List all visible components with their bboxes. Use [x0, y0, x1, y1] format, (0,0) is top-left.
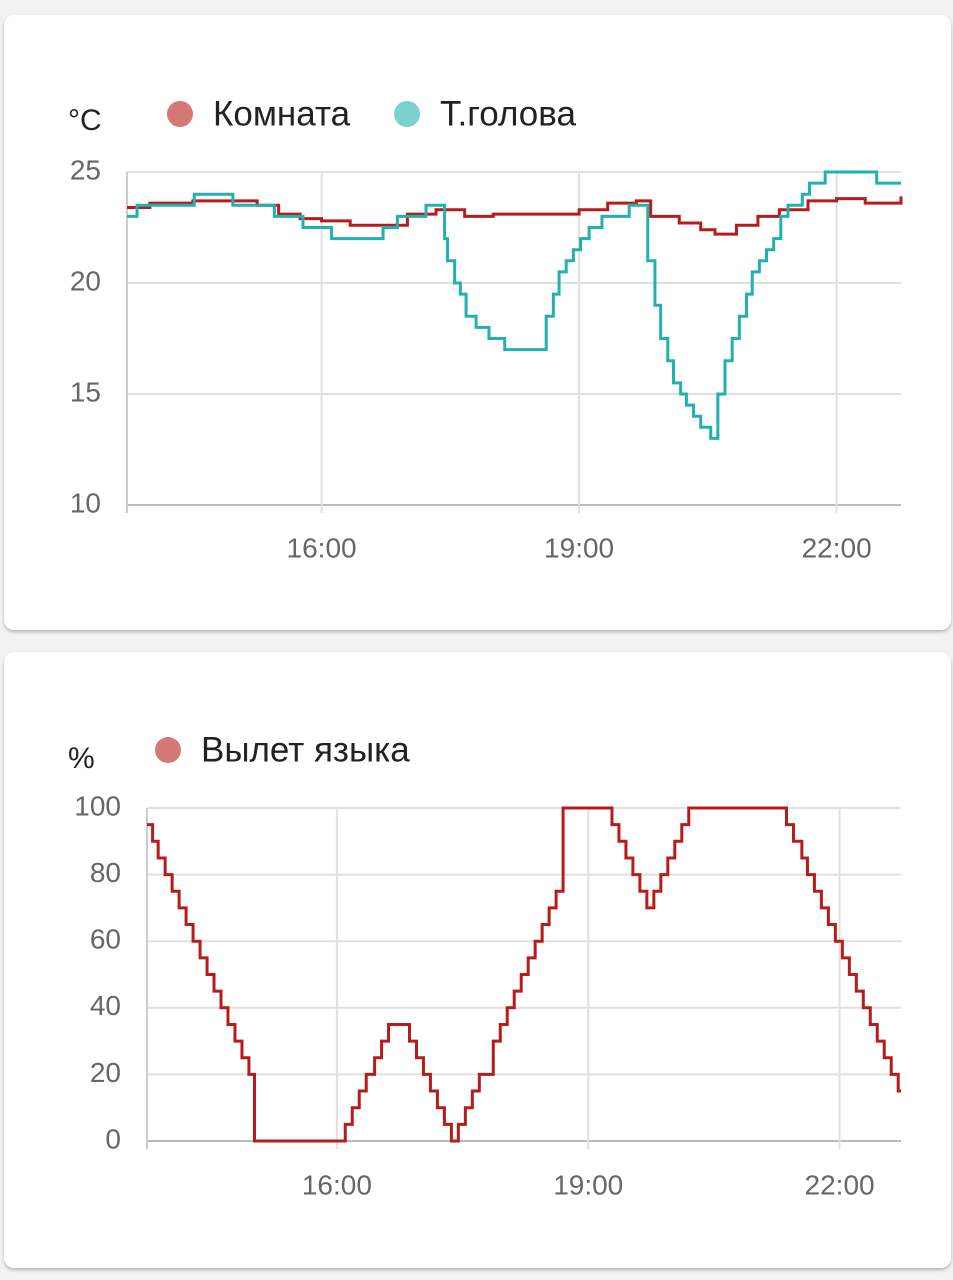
y-unit: °C	[68, 104, 102, 137]
y-tick-label: 10	[70, 487, 101, 518]
x-tick-label: 22:00	[802, 532, 872, 563]
y-tick-label: 15	[70, 376, 101, 407]
y-tick-label: 40	[90, 990, 121, 1021]
legend-label: Т.голова	[440, 94, 576, 133]
y-tick-label: 0	[105, 1123, 121, 1154]
y-tick-label: 25	[70, 154, 101, 185]
legend-label: Вылет языка	[201, 730, 410, 769]
y-tick-label: 100	[74, 790, 121, 821]
y-tick-label: 60	[90, 924, 121, 955]
y-tick-label: 80	[90, 857, 121, 888]
y-tick-label: 20	[70, 265, 101, 296]
x-tick-label: 22:00	[805, 1169, 875, 1200]
y-unit: %	[68, 742, 95, 775]
data-line	[147, 806, 901, 1143]
x-tick-label: 16:00	[287, 532, 357, 563]
y-tick-label: 20	[90, 1057, 121, 1088]
legend-marker	[155, 737, 181, 763]
x-tick-label: 19:00	[553, 1169, 623, 1200]
x-tick-label: 19:00	[544, 532, 614, 563]
data-line	[127, 170, 901, 440]
x-tick-label: 16:00	[302, 1169, 372, 1200]
legend-marker	[394, 101, 421, 127]
legend-label: Комната	[213, 94, 351, 133]
legend-marker	[167, 101, 193, 127]
